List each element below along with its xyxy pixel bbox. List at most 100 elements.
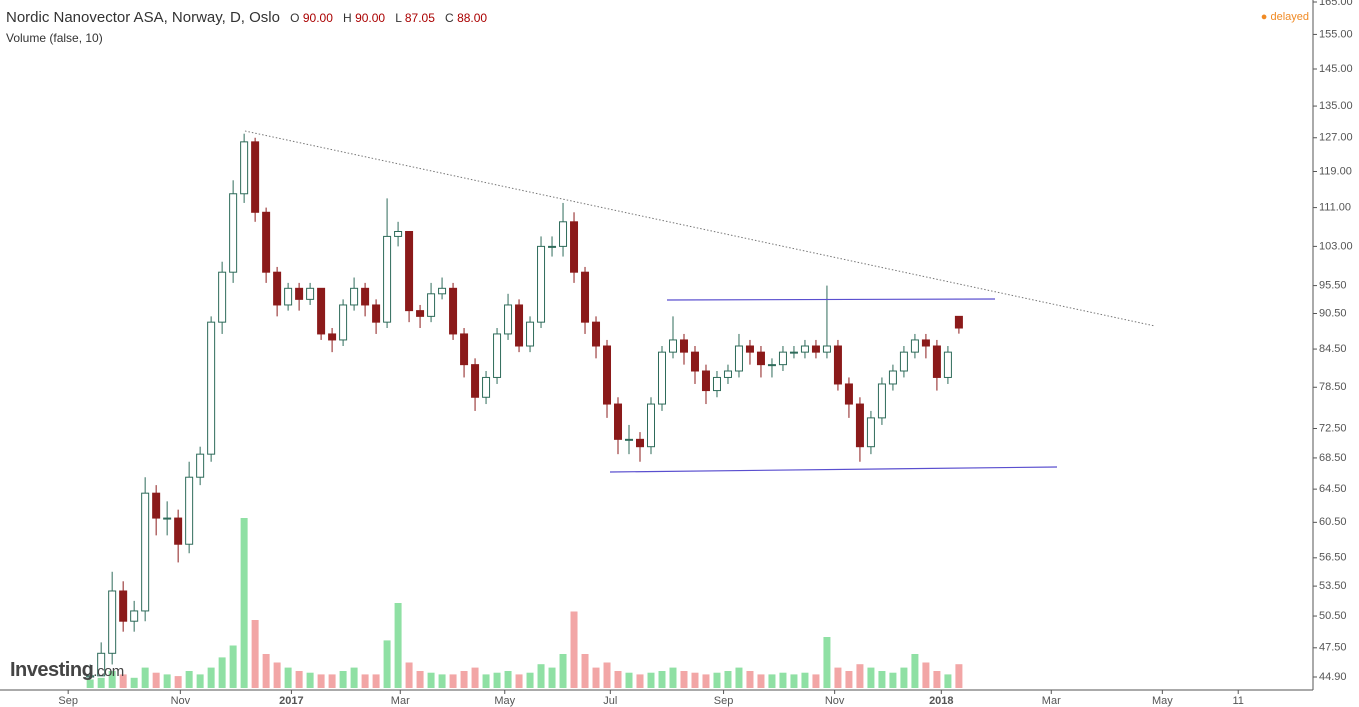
candle-body xyxy=(614,403,623,440)
candle-body xyxy=(427,293,436,317)
y-tick-label: 155.00 xyxy=(1319,28,1353,40)
volume-bar xyxy=(515,674,523,688)
volume-bar xyxy=(944,674,952,688)
volume-bar xyxy=(768,674,776,688)
x-tick-label: Jul xyxy=(603,695,617,707)
volume-bar xyxy=(108,671,116,688)
volume-bar xyxy=(559,654,567,688)
candle-body xyxy=(174,517,183,545)
candle-body xyxy=(262,211,271,273)
candle-body xyxy=(899,351,908,372)
volume-bar xyxy=(669,667,677,688)
candle-body xyxy=(207,321,216,455)
volume-bar xyxy=(306,672,314,688)
volume-bar xyxy=(779,672,787,688)
volume-bar xyxy=(867,667,875,688)
resistance-line xyxy=(666,298,996,301)
candle-body xyxy=(482,376,491,398)
volume-bar xyxy=(438,674,446,688)
volume-bar xyxy=(339,671,347,688)
volume-bar xyxy=(955,664,963,688)
candle-body xyxy=(690,351,699,372)
volume-bar xyxy=(86,679,94,688)
volume-bar xyxy=(460,671,468,688)
trend-line xyxy=(244,130,1156,327)
volume-bar xyxy=(295,671,303,688)
volume-bar xyxy=(328,674,336,688)
volume-bar xyxy=(284,667,292,688)
y-tick-label: 47.50 xyxy=(1319,642,1347,654)
volume-bar xyxy=(262,654,270,688)
y-tick-label: 56.50 xyxy=(1319,552,1347,564)
candle-body xyxy=(394,230,403,237)
volume-bar xyxy=(493,672,501,688)
candle-body xyxy=(954,315,963,329)
candle-body xyxy=(284,287,293,306)
volume-bar xyxy=(647,672,655,688)
candle-body xyxy=(636,438,645,448)
candle-body xyxy=(701,370,710,392)
volume-bar xyxy=(856,664,864,688)
candle-body xyxy=(756,351,765,366)
volume-bar xyxy=(691,672,699,688)
volume-bar xyxy=(625,672,633,688)
y-tick-label: 44.90 xyxy=(1319,671,1347,683)
candle-body xyxy=(504,304,513,335)
volume-bar xyxy=(427,672,435,688)
candle-body xyxy=(471,364,480,398)
candle-body xyxy=(460,333,469,366)
logo: Investing.com xyxy=(10,659,124,682)
volume-bar xyxy=(592,667,600,688)
candle-body xyxy=(405,230,414,312)
x-tick-label: Nov xyxy=(825,695,845,707)
candle-body xyxy=(723,370,732,378)
candle-body xyxy=(679,339,688,353)
volume-bar xyxy=(900,667,908,688)
x-tick-label: 2018 xyxy=(929,695,953,707)
candle-body xyxy=(273,271,282,306)
candle-body xyxy=(559,221,568,247)
volume-bar xyxy=(394,603,402,688)
candle-body xyxy=(822,345,831,353)
y-tick-label: 165.00 xyxy=(1319,0,1353,8)
volume-bar xyxy=(350,667,358,688)
volume-bar xyxy=(812,674,820,688)
candle-body xyxy=(416,310,425,317)
candle-body xyxy=(866,417,875,448)
candle-body xyxy=(592,321,601,347)
candle-body xyxy=(767,364,776,367)
h-label: H xyxy=(343,11,352,25)
candle-body xyxy=(141,492,150,612)
volume-bar xyxy=(97,677,105,688)
volume-bar xyxy=(636,674,644,688)
candle-body xyxy=(932,345,941,378)
o-label: O xyxy=(290,11,300,25)
volume-bar xyxy=(196,674,204,688)
volume-bar xyxy=(746,671,754,688)
volume-bar xyxy=(383,640,391,688)
volume-bar xyxy=(603,662,611,688)
candle-body xyxy=(888,370,897,385)
volume-bar xyxy=(922,662,930,688)
header: Nordic Nanovector ASA, Norway, D, Oslo O… xyxy=(6,9,487,26)
candle-body xyxy=(712,376,721,392)
logo-suffix: .com xyxy=(93,663,124,680)
candle-body xyxy=(778,351,787,366)
y-tick-label: 127.00 xyxy=(1319,132,1353,144)
candle-body xyxy=(350,287,359,306)
y-tick-label: 145.00 xyxy=(1319,63,1353,75)
volume-bar xyxy=(834,667,842,688)
candle-body xyxy=(328,333,337,341)
volume-bar xyxy=(823,637,831,688)
candle-body xyxy=(251,141,260,213)
candle-body xyxy=(515,304,524,347)
volume-bar xyxy=(757,674,765,688)
candle-body xyxy=(317,287,326,335)
y-tick-label: 78.50 xyxy=(1319,381,1347,393)
y-tick-label: 103.00 xyxy=(1319,240,1353,252)
candle-body xyxy=(130,610,139,622)
volume-bar xyxy=(548,667,556,688)
candle-body xyxy=(526,321,535,347)
title: Nordic Nanovector ASA, Norway, D, Oslo xyxy=(6,9,280,26)
volume-bar xyxy=(174,676,182,688)
